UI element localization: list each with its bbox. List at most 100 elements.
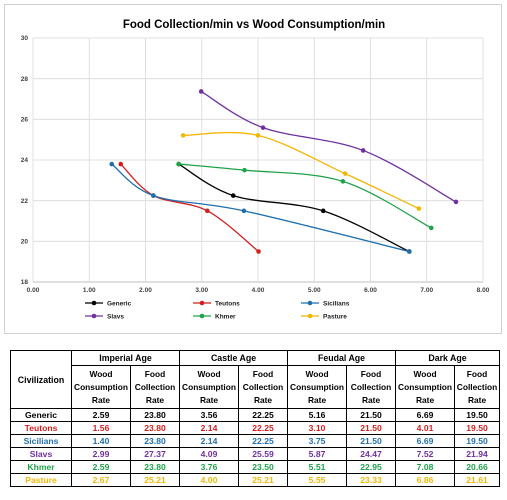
data-point-teutons — [205, 208, 210, 214]
food-rate-cell: 19.50 — [454, 434, 501, 448]
table-row: Teutons 1.56 23.80 2.14 22.25 3.10 21.50 4.01 19… — [10, 421, 501, 435]
legend-item-pasture: Pasture — [301, 313, 347, 320]
legend: Generic Teutons Sicilians Slavs Khmer Pasture — [85, 300, 350, 320]
sub-header-wood: Wood Consumption Rate — [395, 365, 456, 409]
food-rate-cell: 25.59 — [238, 447, 289, 461]
legend-label: Generic — [107, 300, 132, 307]
row-civilization-name: Generic — [10, 408, 72, 422]
data-point-generic — [320, 208, 326, 214]
x-tick-label: 1.00 — [83, 287, 96, 294]
group-header-dark: Dark Age — [395, 350, 501, 366]
y-tick-label: 26 — [21, 117, 29, 124]
wood-rate-cell: 6.69 — [395, 434, 456, 448]
chart-title: Food Collection/min vs Wood Consumption/… — [123, 19, 385, 31]
food-rate-cell: 21.50 — [346, 434, 397, 448]
data-point-sicilians — [151, 193, 156, 198]
food-rate-cell: 20.66 — [454, 460, 501, 474]
wood-rate-cell: 4.00 — [179, 473, 240, 487]
y-tick-label: 20 — [21, 239, 29, 246]
sub-header-wood: Wood Consumption Rate — [179, 365, 240, 409]
legend-label: Khmer — [215, 313, 236, 320]
data-point-khmer — [340, 179, 346, 184]
wood-rate-cell: 4.01 — [395, 421, 456, 435]
legend-swatch-marker — [307, 313, 313, 319]
food-rate-cell: 21.50 — [346, 408, 397, 422]
axis-tick-labels: 18 20 22 24 26 28 30 0.00 1.00 2.00 3.00 4.00 5.00 6.… — [21, 35, 490, 294]
row-civilization-name: Sicilians — [10, 434, 72, 448]
x-tick-label: 3.00 — [195, 287, 208, 294]
legend-item-slavs: Slavs — [85, 313, 124, 320]
legend-label: Teutons — [215, 300, 240, 307]
legend-item-generic: Generic — [85, 300, 132, 307]
data-table-container: Civilization Imperial Age Castle Age Feu… — [10, 350, 501, 487]
x-tick-label: 2.00 — [139, 287, 152, 294]
legend-item-sicilians: Sicilians — [301, 300, 350, 307]
group-header-imperial: Imperial Age — [70, 350, 181, 366]
row-civilization-name: Slavs — [10, 447, 72, 461]
data-point-pasture — [180, 133, 186, 138]
table-row: Generic 2.59 23.80 3.56 22.25 5.16 21.50 6.69 19… — [10, 408, 501, 422]
food-rate-cell: 23.50 — [238, 460, 289, 474]
y-tick-label: 28 — [21, 76, 29, 83]
y-tick-label: 24 — [21, 157, 29, 164]
series-line-generic — [178, 163, 410, 253]
wood-rate-cell: 6.86 — [395, 473, 456, 487]
series-lines — [109, 89, 459, 254]
sub-header-food: Food Collection Rate — [129, 365, 181, 409]
wood-rate-cell: 3.10 — [287, 421, 348, 435]
sub-header-wood: Wood Consumption Rate — [287, 365, 348, 409]
food-rate-cell: 27.37 — [129, 447, 181, 461]
data-point-khmer — [428, 225, 434, 231]
series-line-pasture — [183, 131, 420, 210]
food-rate-cell: 22.25 — [238, 408, 289, 422]
table-row: Slavs 2.99 27.37 4.09 25.59 5.87 24.47 7.52 21.9… — [10, 447, 501, 461]
food-rate-cell: 22.25 — [238, 434, 289, 448]
food-rate-cell: 25.21 — [238, 473, 289, 487]
food-rate-cell: 23.80 — [129, 408, 181, 422]
series-generic — [176, 161, 412, 254]
group-header-castle: Castle Age — [179, 350, 289, 366]
y-tick-label: 22 — [21, 198, 29, 205]
legend-label: Pasture — [323, 313, 347, 320]
civilization-header: Civilization — [10, 350, 72, 409]
wood-rate-cell: 2.14 — [179, 434, 240, 448]
wood-rate-cell: 2.67 — [71, 473, 131, 487]
series-khmer — [176, 161, 434, 231]
legend-swatch-marker — [91, 300, 97, 306]
food-rate-cell: 24.47 — [346, 447, 397, 461]
food-rate-cell: 22.25 — [238, 421, 289, 435]
data-point-pasture — [342, 171, 348, 176]
wood-rate-cell: 7.08 — [395, 460, 456, 474]
table-row: Pasture 2.67 25.21 4.00 25.21 5.55 23.33 6.86 21… — [10, 473, 501, 487]
line-chart: Food Collection/min vs Wood Consumption/… — [21, 19, 490, 320]
data-point-teutons — [256, 249, 261, 254]
data-point-sicilians — [109, 161, 115, 167]
y-tick-label: 30 — [21, 35, 29, 42]
legend-swatch-marker — [307, 300, 313, 306]
wood-rate-cell: 2.59 — [71, 408, 131, 422]
food-rate-cell: 23.80 — [129, 434, 181, 448]
food-rate-cell: 22.95 — [346, 460, 397, 474]
series-slavs — [198, 89, 459, 205]
food-rate-cell: 21.50 — [346, 421, 397, 435]
series-line-slavs — [200, 90, 457, 203]
wood-rate-cell: 5.55 — [287, 473, 348, 487]
series-line-khmer — [178, 163, 432, 229]
wood-rate-cell: 3.56 — [179, 408, 240, 422]
table-row: Khmer 2.59 23.80 3.76 23.50 5.51 22.95 7.08 20.6… — [10, 460, 501, 474]
x-tick-label: 4.00 — [252, 287, 265, 294]
wood-rate-cell: 5.16 — [287, 408, 348, 422]
group-header-feudal: Feudal Age — [287, 350, 397, 366]
data-table: Civilization Imperial Age Castle Age Feu… — [10, 350, 501, 487]
legend-item-teutons: Teutons — [193, 300, 240, 307]
food-rate-cell: 23.80 — [129, 460, 181, 474]
x-tick-label: 5.00 — [308, 287, 321, 294]
wood-rate-cell: 2.14 — [179, 421, 240, 435]
sub-header-food: Food Collection Rate — [238, 365, 289, 409]
wood-rate-cell: 3.76 — [179, 460, 240, 474]
table-body: Generic 2.59 23.80 3.56 22.25 5.16 21.50 6.69 19… — [10, 408, 501, 487]
wood-rate-cell: 7.52 — [395, 447, 456, 461]
data-point-khmer — [176, 161, 181, 167]
wood-rate-cell: 1.56 — [71, 421, 131, 435]
legend-label: Slavs — [107, 313, 124, 320]
